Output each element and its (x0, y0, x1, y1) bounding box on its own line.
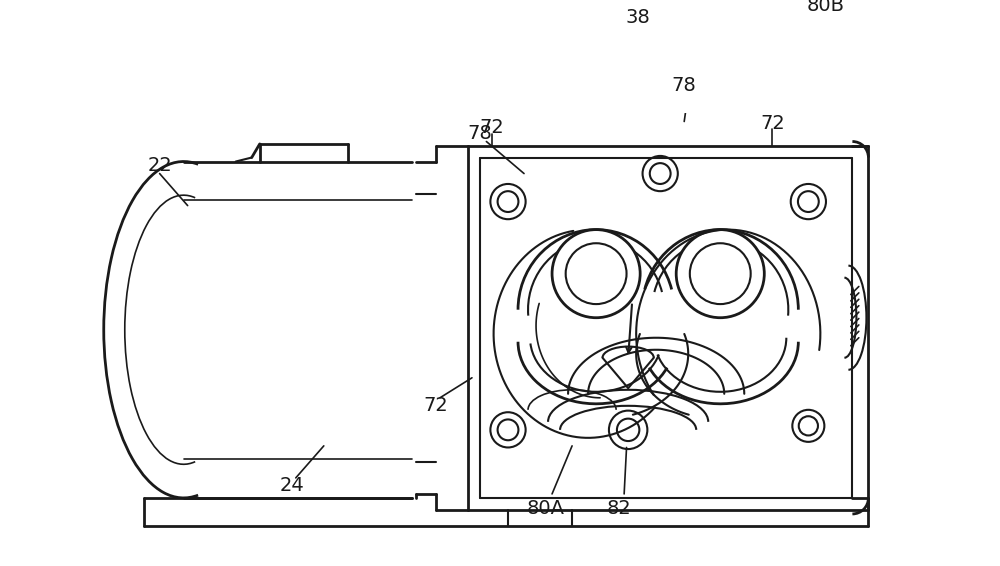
Circle shape (552, 230, 640, 318)
Text: 24: 24 (279, 477, 304, 495)
Text: 72: 72 (424, 396, 448, 415)
Circle shape (566, 243, 627, 304)
Text: 78: 78 (672, 76, 697, 95)
Text: 72: 72 (760, 114, 785, 134)
Circle shape (617, 419, 639, 441)
Circle shape (799, 416, 818, 435)
Circle shape (676, 230, 764, 318)
Circle shape (498, 419, 518, 440)
Circle shape (690, 243, 751, 304)
Circle shape (650, 163, 671, 184)
Text: 78: 78 (468, 124, 492, 143)
Text: 72: 72 (480, 118, 504, 136)
Text: 22: 22 (147, 156, 172, 175)
Circle shape (498, 191, 518, 212)
Text: 80A: 80A (527, 499, 565, 518)
Text: 38: 38 (625, 8, 650, 27)
Text: 82: 82 (607, 499, 632, 518)
Circle shape (798, 191, 819, 212)
Text: 80B: 80B (806, 0, 844, 15)
